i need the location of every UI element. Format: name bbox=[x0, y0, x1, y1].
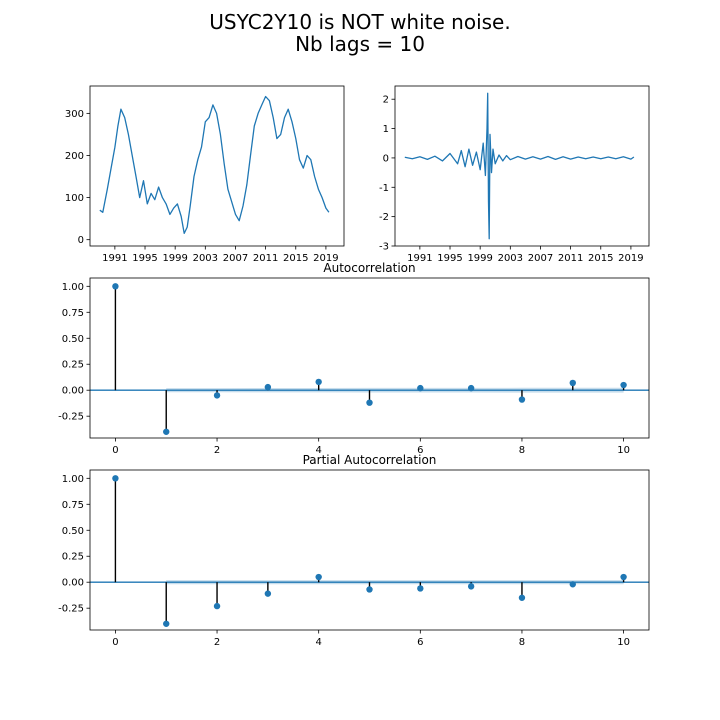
x-tick-label: 0 bbox=[112, 637, 118, 648]
marker-lag-9 bbox=[569, 581, 576, 588]
marker-lag-0 bbox=[112, 475, 119, 482]
y-tick-label: 0.50 bbox=[62, 526, 84, 537]
y-tick-label: 0 bbox=[78, 235, 84, 246]
y-tick-label: 0.25 bbox=[62, 360, 84, 371]
x-tick-label: 1999 bbox=[162, 253, 187, 264]
marker-lag-10 bbox=[620, 573, 627, 581]
marker-lag-4 bbox=[315, 378, 322, 386]
x-tick-label: 2 bbox=[214, 445, 220, 456]
marker-lag-3 bbox=[264, 383, 272, 391]
x-tick-label: 8 bbox=[519, 637, 525, 648]
y-tick-label: 0.50 bbox=[62, 334, 84, 345]
panel-title: Autocorrelation bbox=[323, 261, 415, 275]
marker-lag-0 bbox=[112, 283, 119, 290]
x-tick-label: 2003 bbox=[193, 253, 218, 264]
x-tick-label: 2015 bbox=[588, 253, 613, 264]
marker-lag-5 bbox=[366, 399, 373, 406]
marker-lag-9 bbox=[569, 379, 576, 387]
panel-4: Partial Autocorrelation 0 2 4 6 8 10 1.00 0.75 0.… bbox=[58, 453, 650, 648]
marker-lag-5 bbox=[366, 586, 373, 593]
x-tick-label: 0 bbox=[112, 445, 118, 456]
x-tick-label: 4 bbox=[315, 637, 321, 648]
marker-lag-2 bbox=[213, 602, 221, 610]
marker-lag-6 bbox=[417, 384, 424, 392]
x-tick-label: 8 bbox=[519, 445, 525, 456]
y-tick-label: 200 bbox=[65, 151, 84, 162]
x-tick-label: 2019 bbox=[618, 253, 643, 264]
x-tick-label: 2003 bbox=[498, 253, 523, 264]
x-tick-label: 1991 bbox=[102, 253, 127, 264]
axes-frame bbox=[89, 469, 650, 631]
x-tick-label: 2019 bbox=[313, 253, 338, 264]
figure-title-line2: Nb lags = 10 bbox=[295, 32, 425, 56]
y-tick-label: -0.25 bbox=[58, 604, 84, 615]
y-tick-label: 0.25 bbox=[62, 552, 84, 563]
panel-3: Autocorrelation 0 2 4 6 8 10 1.00 0.75 0.50 0.25 0.… bbox=[58, 261, 650, 456]
marker-lag-6 bbox=[417, 585, 424, 592]
panel-title: Partial Autocorrelation bbox=[303, 453, 437, 467]
y-tick-label: 1.00 bbox=[62, 282, 84, 293]
x-tick-label: 2011 bbox=[253, 253, 278, 264]
y-tick-label: -0.25 bbox=[58, 412, 84, 423]
x-tick-label: 2007 bbox=[223, 253, 248, 264]
panel-1: 1991 1995 1999 2003 2007 2011 2015 2019 0 100 200 3… bbox=[65, 85, 345, 264]
y-tick-label: -2 bbox=[379, 212, 389, 223]
series-line bbox=[99, 95, 330, 235]
panel-2: 1991 1995 1999 2003 2007 2011 2015 2019 -3 -2 -1 0 1… bbox=[379, 85, 650, 264]
x-tick-label: 6 bbox=[417, 445, 423, 456]
x-tick-label: 2011 bbox=[558, 253, 583, 264]
marker-lag-7 bbox=[467, 384, 475, 392]
y-tick-label: -3 bbox=[379, 242, 389, 253]
x-tick-label: 1995 bbox=[132, 253, 157, 264]
marker-lag-10 bbox=[620, 381, 627, 389]
axes-frame bbox=[394, 85, 650, 247]
x-tick-label: 2007 bbox=[528, 253, 553, 264]
marker-lag-3 bbox=[264, 590, 272, 597]
marker-lag-8 bbox=[518, 396, 526, 403]
y-tick-label: 1.00 bbox=[62, 474, 84, 485]
series-line bbox=[404, 92, 635, 240]
marker-lag-8 bbox=[518, 594, 526, 601]
x-tick-label: 2 bbox=[214, 637, 220, 648]
x-tick-label: 2015 bbox=[283, 253, 308, 264]
y-tick-label: 0 bbox=[383, 153, 389, 164]
marker-lag-2 bbox=[213, 392, 221, 399]
y-tick-label: 300 bbox=[65, 109, 84, 120]
y-tick-label: 0.75 bbox=[62, 308, 84, 319]
figure-title-line1: USYC2Y10 is NOT white noise. bbox=[209, 10, 510, 34]
axes-frame bbox=[89, 277, 650, 439]
marker-lag-4 bbox=[315, 573, 322, 581]
y-tick-label: 100 bbox=[65, 193, 84, 204]
x-tick-label: 10 bbox=[617, 637, 630, 648]
x-tick-label: 1999 bbox=[467, 253, 492, 264]
y-tick-label: 0.00 bbox=[62, 578, 84, 589]
x-tick-label: 6 bbox=[417, 637, 423, 648]
y-tick-label: 0.00 bbox=[62, 386, 84, 397]
y-tick-label: -1 bbox=[379, 183, 389, 194]
x-tick-label: 4 bbox=[315, 445, 321, 456]
x-tick-label: 10 bbox=[617, 445, 630, 456]
axes-frame bbox=[89, 85, 345, 247]
x-tick-label: 1995 bbox=[437, 253, 462, 264]
marker-lag-7 bbox=[467, 583, 475, 590]
marker-lag-1 bbox=[163, 428, 170, 435]
y-tick-label: 0.75 bbox=[62, 500, 84, 511]
marker-lag-1 bbox=[163, 620, 170, 627]
x-tick-label: 1991 bbox=[407, 253, 432, 264]
y-tick-label: 1 bbox=[383, 124, 389, 135]
y-tick-label: 2 bbox=[383, 95, 389, 106]
